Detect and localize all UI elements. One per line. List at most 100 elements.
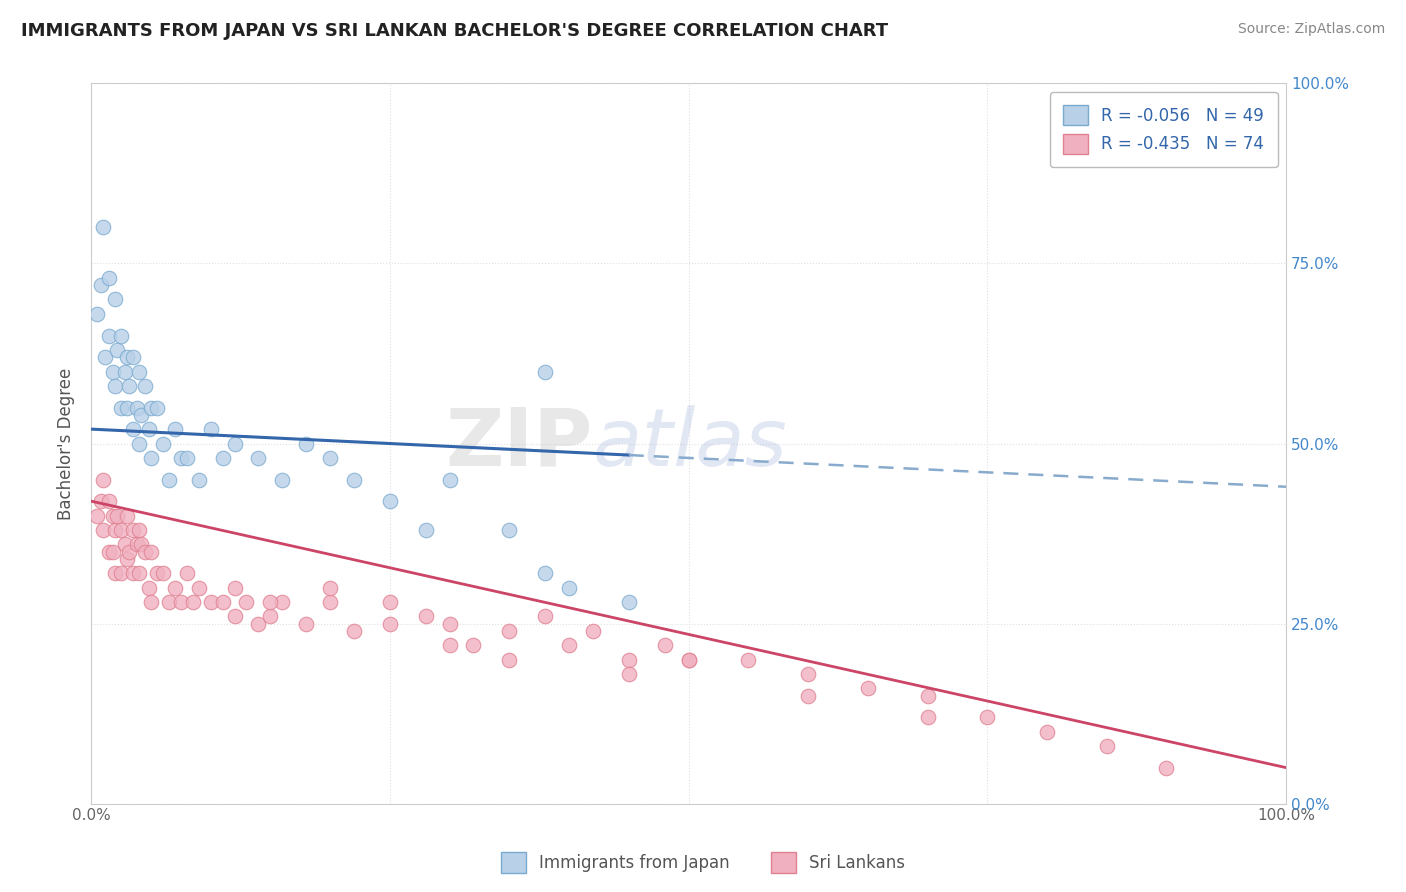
- Point: [110, 566, 132, 581]
- Point: [122, 566, 145, 581]
- Legend: Immigrants from Japan, Sri Lankans: Immigrants from Japan, Sri Lankans: [494, 846, 912, 880]
- Point: [200, 422, 222, 436]
- Point: [122, 523, 145, 537]
- Point: [534, 364, 557, 378]
- Point: [98, 544, 121, 558]
- Point: [558, 638, 581, 652]
- Point: [101, 508, 124, 523]
- Point: [107, 343, 129, 357]
- Point: [295, 616, 318, 631]
- Point: [534, 566, 557, 581]
- Point: [146, 401, 169, 415]
- Point: [163, 581, 186, 595]
- Text: IMMIGRANTS FROM JAPAN VS SRI LANKAN BACHELOR'S DEGREE CORRELATION CHART: IMMIGRANTS FROM JAPAN VS SRI LANKAN BACH…: [21, 22, 889, 40]
- Point: [98, 271, 121, 285]
- Point: [295, 436, 318, 450]
- Point: [856, 681, 879, 696]
- Point: [378, 595, 401, 609]
- Point: [152, 436, 174, 450]
- Point: [678, 652, 700, 666]
- Point: [122, 422, 145, 436]
- Point: [114, 364, 136, 378]
- Point: [343, 473, 366, 487]
- Point: [104, 379, 127, 393]
- Point: [737, 652, 759, 666]
- Point: [122, 350, 145, 364]
- Point: [118, 544, 141, 558]
- Point: [224, 436, 246, 450]
- Point: [439, 616, 461, 631]
- Point: [617, 652, 640, 666]
- Point: [138, 422, 160, 436]
- Point: [498, 624, 520, 638]
- Point: [498, 523, 520, 537]
- Point: [617, 667, 640, 681]
- Point: [114, 537, 136, 551]
- Point: [90, 278, 112, 293]
- Point: [211, 450, 233, 465]
- Point: [101, 364, 124, 378]
- Point: [131, 408, 153, 422]
- Point: [91, 523, 114, 537]
- Point: [91, 220, 114, 235]
- Point: [176, 450, 198, 465]
- Point: [146, 566, 169, 581]
- Point: [1156, 761, 1178, 775]
- Point: [91, 473, 114, 487]
- Point: [534, 609, 557, 624]
- Point: [1095, 739, 1118, 753]
- Text: Source: ZipAtlas.com: Source: ZipAtlas.com: [1237, 22, 1385, 37]
- Point: [439, 473, 461, 487]
- Point: [378, 616, 401, 631]
- Point: [125, 401, 148, 415]
- Point: [86, 307, 108, 321]
- Point: [170, 450, 193, 465]
- Point: [319, 581, 342, 595]
- Point: [163, 422, 186, 436]
- Point: [271, 473, 294, 487]
- Point: [138, 581, 160, 595]
- Point: [797, 667, 820, 681]
- Point: [259, 609, 281, 624]
- Point: [104, 293, 127, 307]
- Point: [187, 581, 209, 595]
- Point: [224, 609, 246, 624]
- Point: [157, 473, 180, 487]
- Point: [211, 595, 233, 609]
- Point: [181, 595, 204, 609]
- Point: [378, 494, 401, 508]
- Point: [110, 328, 132, 343]
- Point: [797, 689, 820, 703]
- Point: [319, 450, 342, 465]
- Point: [131, 537, 153, 551]
- Point: [139, 401, 162, 415]
- Point: [110, 523, 132, 537]
- Text: ZIP: ZIP: [446, 405, 593, 483]
- Point: [128, 566, 150, 581]
- Point: [187, 473, 209, 487]
- Point: [498, 652, 520, 666]
- Point: [170, 595, 193, 609]
- Point: [439, 638, 461, 652]
- Point: [343, 624, 366, 638]
- Point: [582, 624, 605, 638]
- Point: [463, 638, 485, 652]
- Point: [94, 350, 117, 364]
- Point: [678, 652, 700, 666]
- Point: [139, 450, 162, 465]
- Point: [115, 350, 138, 364]
- Point: [98, 328, 121, 343]
- Point: [247, 450, 270, 465]
- Point: [125, 537, 148, 551]
- Point: [558, 581, 581, 595]
- Point: [128, 523, 150, 537]
- Point: [107, 508, 129, 523]
- Point: [617, 595, 640, 609]
- Point: [104, 523, 127, 537]
- Point: [115, 508, 138, 523]
- Point: [247, 616, 270, 631]
- Point: [176, 566, 198, 581]
- Point: [115, 551, 138, 566]
- Point: [319, 595, 342, 609]
- Text: atlas: atlas: [593, 405, 787, 483]
